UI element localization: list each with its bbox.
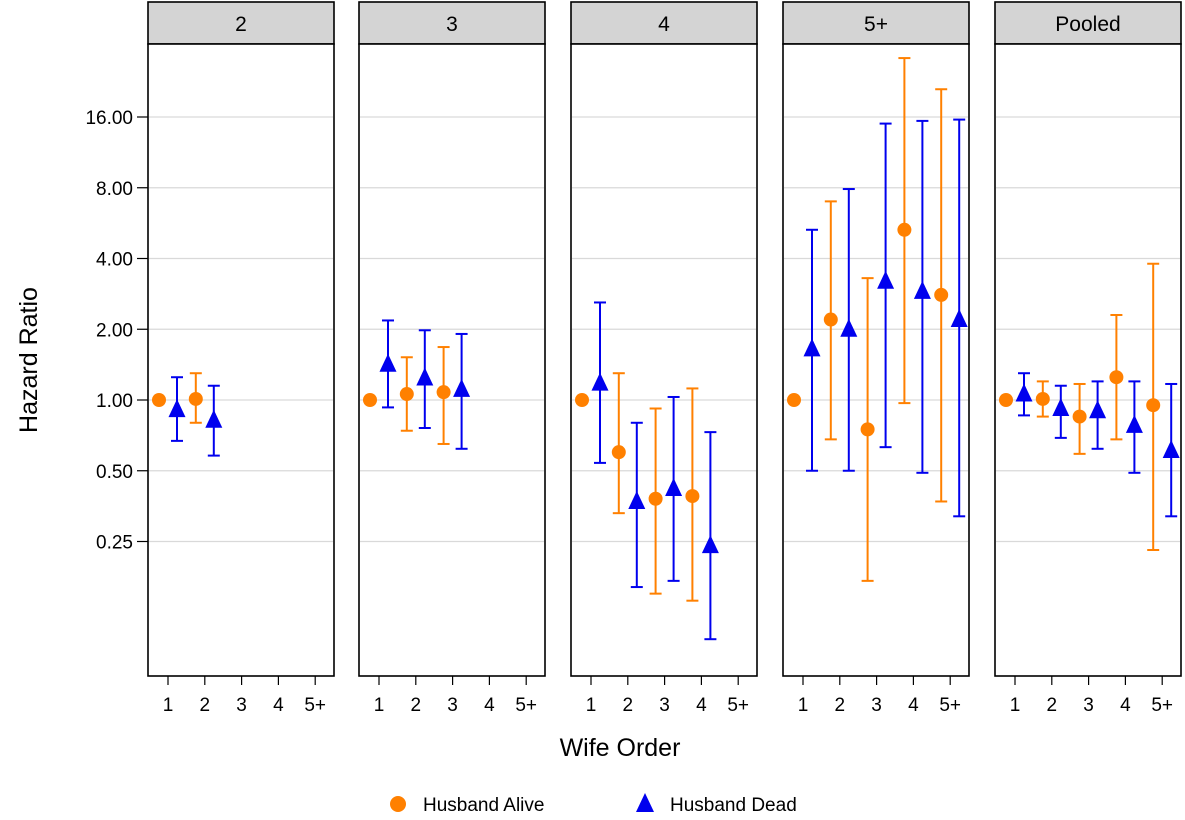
x-tick-label: 5+ [1151,695,1173,716]
x-tick-label: 4 [273,695,284,716]
point-husband-dead [701,535,719,554]
point-husband-alive [823,312,838,327]
point-husband-dead [803,338,821,357]
point-husband-alive [188,391,203,406]
panel-strip-title: 2 [235,13,247,36]
x-tick-label: 3 [236,695,247,716]
point-husband-alive [399,387,414,402]
x-tick-label: 2 [200,695,211,716]
point-husband-dead [1015,383,1033,402]
point-husband-dead [665,478,683,497]
point-husband-alive [934,287,949,302]
panel-strip [570,1,758,45]
y-tick-label: 8.00 [96,179,133,200]
point-husband-dead [877,270,895,289]
point-husband-dead [205,409,223,428]
x-tick-label: 2 [1047,695,1058,716]
x-tick-label: 4 [696,695,707,716]
point-husband-dead [168,399,186,418]
x-tick-label: 2 [835,695,846,716]
x-tick-label: 3 [1083,695,1094,716]
x-tick-label: 5+ [939,695,961,716]
panel-strip [358,1,546,45]
legend-marker-circle [390,796,406,812]
point-husband-dead [1052,398,1070,417]
point-husband-dead [1089,400,1107,419]
panel-strip [994,1,1182,45]
point-husband-alive [1072,409,1087,424]
x-tick-label: 2 [411,695,422,716]
point-husband-alive [1109,370,1124,385]
point-husband-alive [897,222,912,237]
y-tick-label: 0.50 [96,462,133,483]
y-tick-label: 2.00 [96,320,133,341]
panel-strip-title: 4 [658,13,670,36]
y-tick-label: 1.00 [96,391,133,412]
x-tick-label: 1 [374,695,385,716]
x-tick-label: 5+ [304,695,326,716]
panel-strip [782,1,970,45]
y-tick-label: 0.25 [96,533,133,554]
point-husband-alive [648,491,663,506]
point-husband-dead [840,318,858,337]
x-axis-title: Wife Order [560,734,681,762]
point-husband-alive [787,393,801,407]
x-tick-label: 5+ [727,695,749,716]
legend-label: Husband Dead [670,795,797,816]
point-husband-dead [416,367,434,386]
panel-plot-area [570,43,758,677]
legend-marker-triangle [636,793,654,812]
point-husband-alive [1035,391,1050,406]
point-husband-dead [950,309,968,328]
x-tick-label: 5+ [515,695,537,716]
point-husband-dead [453,378,471,397]
point-husband-dead [591,372,609,391]
point-husband-alive [575,393,589,407]
x-tick-label: 1 [798,695,809,716]
point-husband-alive [152,393,166,407]
x-tick-label: 4 [908,695,919,716]
point-husband-dead [379,353,397,372]
point-husband-dead [1125,414,1143,433]
point-husband-dead [628,490,646,509]
x-tick-label: 4 [1120,695,1131,716]
panel-plot-area [147,43,335,677]
point-husband-alive [1146,398,1161,413]
point-husband-alive [363,393,377,407]
point-husband-alive [999,393,1013,407]
point-husband-dead [1162,439,1180,458]
x-tick-label: 1 [163,695,174,716]
x-tick-label: 2 [623,695,634,716]
y-tick-label: 16.00 [85,108,133,129]
point-husband-alive [611,445,626,460]
point-husband-dead [913,280,931,299]
point-husband-alive [860,422,875,437]
x-tick-label: 3 [659,695,670,716]
panel-plot-area [782,43,970,677]
x-tick-label: 1 [586,695,597,716]
legend-label: Husband Alive [423,795,544,816]
panel-strip-title: 3 [446,13,458,36]
x-tick-label: 4 [484,695,495,716]
x-tick-label: 3 [871,695,882,716]
x-tick-label: 1 [1010,695,1021,716]
panel-strip-title: 5+ [864,13,888,36]
y-tick-label: 4.00 [96,250,133,271]
panel-strip-title: Pooled [1055,13,1120,36]
point-husband-alive [685,489,700,504]
point-husband-alive [436,385,451,400]
x-tick-label: 3 [447,695,458,716]
y-axis-title: Hazard Ratio [15,287,43,433]
